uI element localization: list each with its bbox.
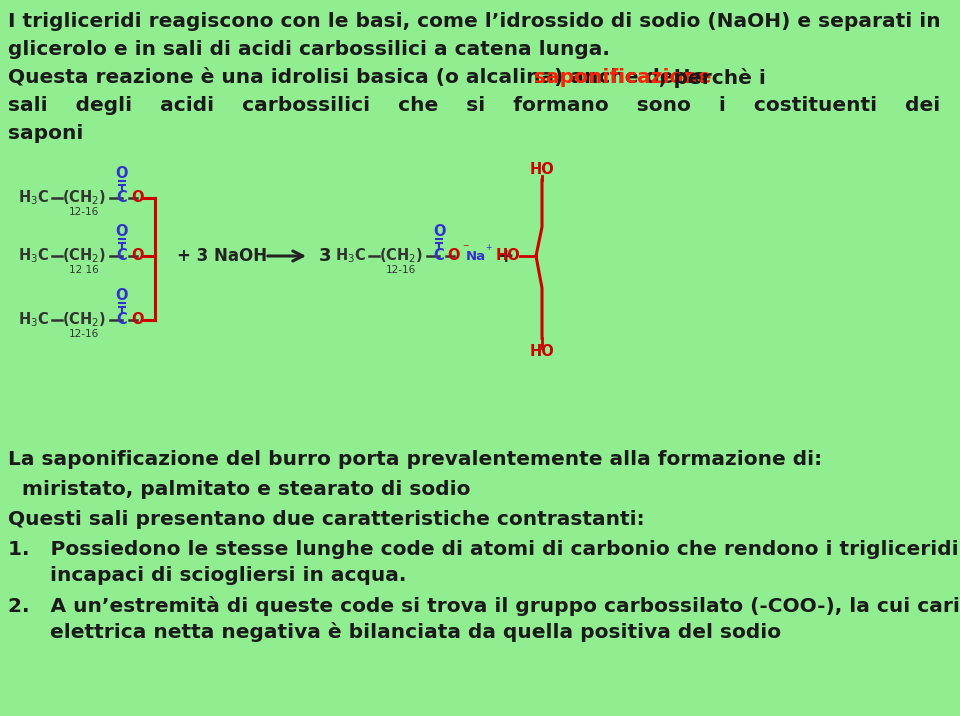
Text: C: C — [434, 248, 444, 263]
Text: O: O — [447, 248, 460, 263]
Text: sali    degli    acidi    carbossilici    che    si    formano    sono    i    c: sali degli acidi carbossilici che si for… — [8, 96, 940, 115]
Text: incapaci di sciogliersi in acqua.: incapaci di sciogliersi in acqua. — [8, 566, 406, 585]
Text: 12-16: 12-16 — [386, 265, 416, 275]
Text: O: O — [131, 312, 143, 327]
Text: +: + — [498, 246, 515, 266]
Text: 12-16: 12-16 — [69, 329, 99, 339]
Text: HO: HO — [495, 248, 520, 263]
Text: H$_3$C: H$_3$C — [18, 311, 49, 329]
Text: elettrica netta negativa è bilanciata da quella positiva del sodio: elettrica netta negativa è bilanciata da… — [8, 622, 781, 642]
Text: HO: HO — [530, 344, 554, 359]
Text: I trigliceridi reagiscono con le basi, come l’idrossido di sodio (NaOH) e separa: I trigliceridi reagiscono con le basi, c… — [8, 12, 941, 31]
Text: 12-16: 12-16 — [69, 207, 99, 217]
Text: Questa reazione è una idrolisi basica (o alcalina) anche detta: Questa reazione è una idrolisi basica (o… — [8, 68, 713, 87]
Text: 2.   A un’estremità di queste code si trova il gruppo carbossilato (-COO-), la c: 2. A un’estremità di queste code si trov… — [8, 596, 960, 616]
Text: saponi: saponi — [8, 124, 84, 143]
Text: HO: HO — [530, 163, 554, 178]
Text: miristato, palmitato e stearato di sodio: miristato, palmitato e stearato di sodio — [8, 480, 470, 499]
Text: (CH$_2$): (CH$_2$) — [62, 188, 107, 208]
Text: 3: 3 — [319, 247, 331, 265]
Text: saponificazione: saponificazione — [534, 68, 711, 87]
Text: H$_3$C: H$_3$C — [335, 246, 366, 266]
Text: H$_3$C: H$_3$C — [18, 188, 49, 208]
Text: C: C — [116, 312, 128, 327]
Text: C: C — [116, 248, 128, 263]
Text: (CH$_2$): (CH$_2$) — [62, 311, 107, 329]
Text: O: O — [131, 190, 143, 205]
Text: O: O — [116, 225, 129, 239]
Text: Questi sali presentano due caratteristiche contrastanti:: Questi sali presentano due caratteristic… — [8, 510, 644, 529]
Text: C: C — [116, 190, 128, 205]
Text: , perchè i: , perchè i — [660, 68, 766, 88]
Text: glicerolo e in sali di acidi carbossilici a catena lunga.: glicerolo e in sali di acidi carbossilic… — [8, 40, 610, 59]
Text: O: O — [116, 167, 129, 181]
Text: (CH$_2$): (CH$_2$) — [62, 246, 107, 266]
Text: O: O — [116, 289, 129, 304]
Text: $^+$: $^+$ — [484, 243, 493, 253]
Text: O: O — [131, 248, 143, 263]
Text: La saponificazione del burro porta prevalentemente alla formazione di:: La saponificazione del burro porta preva… — [8, 450, 822, 469]
Text: H$_3$C: H$_3$C — [18, 246, 49, 266]
Text: (CH$_2$): (CH$_2$) — [379, 246, 423, 266]
Text: Na: Na — [466, 249, 486, 263]
Text: + 3 NaOH: + 3 NaOH — [177, 247, 267, 265]
Text: $^-$: $^-$ — [461, 243, 470, 253]
Text: 1.   Possiedono le stesse lunghe code di atomi di carbonio che rendono i triglic: 1. Possiedono le stesse lunghe code di a… — [8, 540, 959, 559]
Text: 12 16: 12 16 — [69, 265, 99, 275]
Text: O: O — [433, 225, 445, 239]
